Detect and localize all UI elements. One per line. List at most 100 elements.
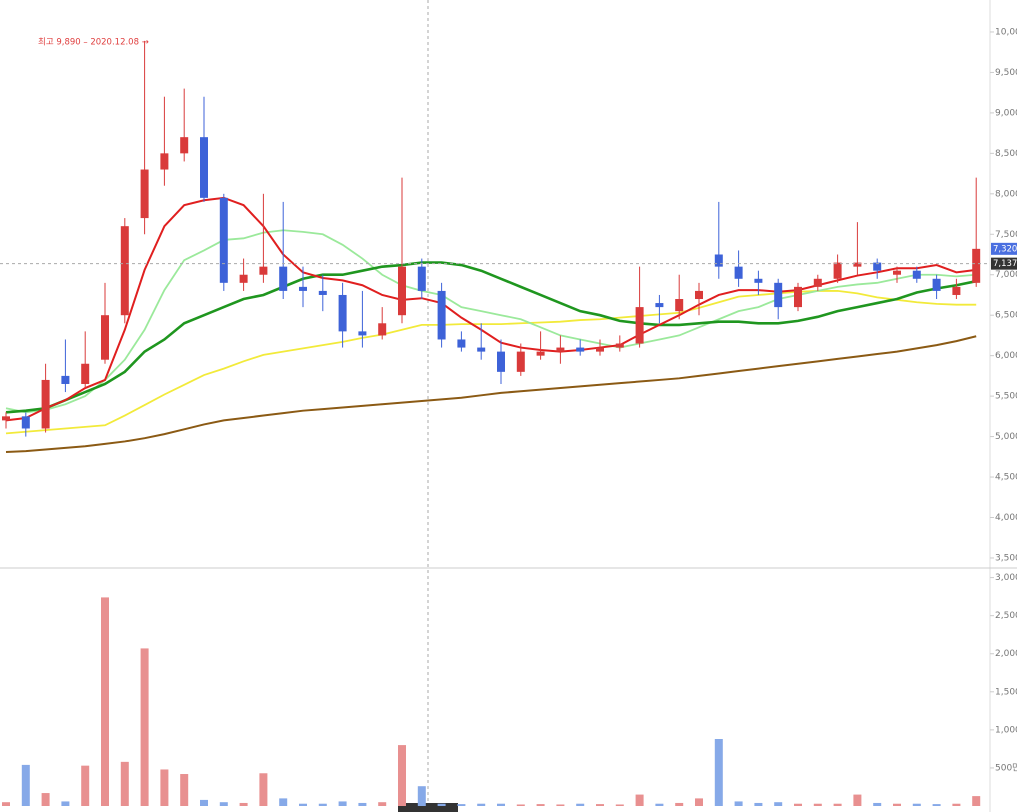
volume-bar (615, 804, 624, 806)
volume-bar (556, 804, 565, 806)
y-tick-label: 7,000 (995, 270, 1017, 280)
candle-body (61, 375, 70, 384)
volume-bar (299, 803, 307, 806)
candle-body (219, 197, 228, 283)
candle-body (457, 339, 466, 348)
volume-bar (873, 802, 882, 806)
volume-bar (813, 803, 822, 806)
price-tag (991, 257, 1017, 270)
volume-bar (219, 802, 228, 806)
candle-body (120, 226, 129, 316)
volume-bar (714, 739, 723, 806)
candle-body (695, 290, 703, 300)
moving-average (5, 261, 977, 414)
candle-body (259, 266, 268, 275)
candle-body (912, 270, 921, 279)
volume-bar (596, 804, 604, 806)
candle-body (81, 363, 90, 384)
y-tick-label: 4,000 (995, 513, 1017, 523)
volume-bar (754, 802, 763, 806)
volume-bar (695, 798, 703, 806)
volume-bar (61, 801, 70, 806)
candle-body (714, 254, 723, 267)
y-tick-label: 4,500 (995, 473, 1017, 483)
volume-bar (833, 803, 842, 806)
volume-bar (912, 803, 921, 806)
candle-body (180, 137, 189, 154)
candle-body (101, 315, 109, 360)
candle-body (516, 351, 525, 372)
volume-bar (318, 803, 327, 806)
candle-body (398, 266, 406, 316)
volume-bar (972, 796, 981, 806)
volume-bar (101, 597, 109, 806)
candle-body (477, 347, 486, 352)
crosshair-date-box (398, 803, 458, 812)
candle-body (497, 351, 505, 372)
y-tick-label: 5,500 (995, 392, 1017, 402)
candle-body (813, 278, 822, 287)
candle-body (21, 416, 30, 429)
candle-body (318, 290, 327, 295)
y-tick-label: 9,500 (995, 68, 1017, 78)
volume-tick-label: 1,500만 (995, 686, 1017, 697)
candle-body (299, 286, 307, 291)
volume-bar (932, 804, 941, 806)
candle-body (160, 153, 169, 170)
candle-body (774, 282, 783, 308)
volume-bar (81, 765, 90, 806)
candle-body (873, 262, 882, 271)
candle-body (596, 347, 604, 352)
candle-body (853, 262, 862, 267)
volume-bar (259, 773, 268, 806)
volume-tick-label: 1,000만 (995, 724, 1017, 735)
volume-bar (140, 648, 149, 806)
volume-bar (477, 803, 486, 806)
candle-body (358, 331, 367, 336)
y-tick-label: 3,500 (995, 553, 1017, 563)
high-annotation: 최고 9,890 – 2020.12.08 → (38, 37, 149, 48)
volume-bar (794, 803, 802, 806)
moving-average (5, 196, 977, 422)
candle-body (417, 266, 426, 291)
volume-tick-label: 2,000만 (995, 648, 1017, 659)
volume-tick-label: 2,500만 (995, 610, 1017, 621)
volume-bar (635, 794, 644, 806)
candle-body (437, 290, 446, 340)
candle-body (893, 270, 901, 275)
moving-average (5, 335, 977, 453)
candle-body (675, 299, 684, 312)
candle-body (378, 323, 387, 336)
candle-body (794, 286, 802, 308)
volume-bar (180, 774, 189, 806)
y-tick-label: 8,500 (995, 149, 1017, 159)
candle-body (972, 248, 981, 283)
y-tick-label: 8,000 (995, 189, 1017, 199)
volume-bar (120, 761, 129, 806)
volume-bar (516, 804, 525, 806)
candle-body (635, 307, 644, 344)
volume-bar (417, 786, 426, 806)
volume-bar (734, 801, 743, 806)
volume-bar (853, 794, 862, 806)
volume-bar (437, 803, 446, 806)
volume-bar (239, 802, 248, 806)
volume-bar (378, 802, 387, 806)
candle-body (200, 137, 208, 198)
volume-bar (160, 769, 169, 806)
y-tick-label: 6,000 (995, 351, 1017, 361)
volume-bar (2, 802, 10, 806)
candle-body (279, 266, 288, 291)
volume-tick-label: 500만 (995, 762, 1017, 773)
candle-body (556, 347, 565, 352)
candle-body (41, 379, 50, 429)
candle-body (734, 266, 743, 279)
volume-bar (893, 803, 901, 806)
volume-bar (41, 793, 50, 806)
y-tick-label: 6,500 (995, 311, 1017, 321)
volume-bar (200, 799, 208, 806)
volume-bar (398, 745, 406, 806)
candle-body (952, 286, 961, 295)
price-tag-label: 7,320 (993, 244, 1017, 254)
